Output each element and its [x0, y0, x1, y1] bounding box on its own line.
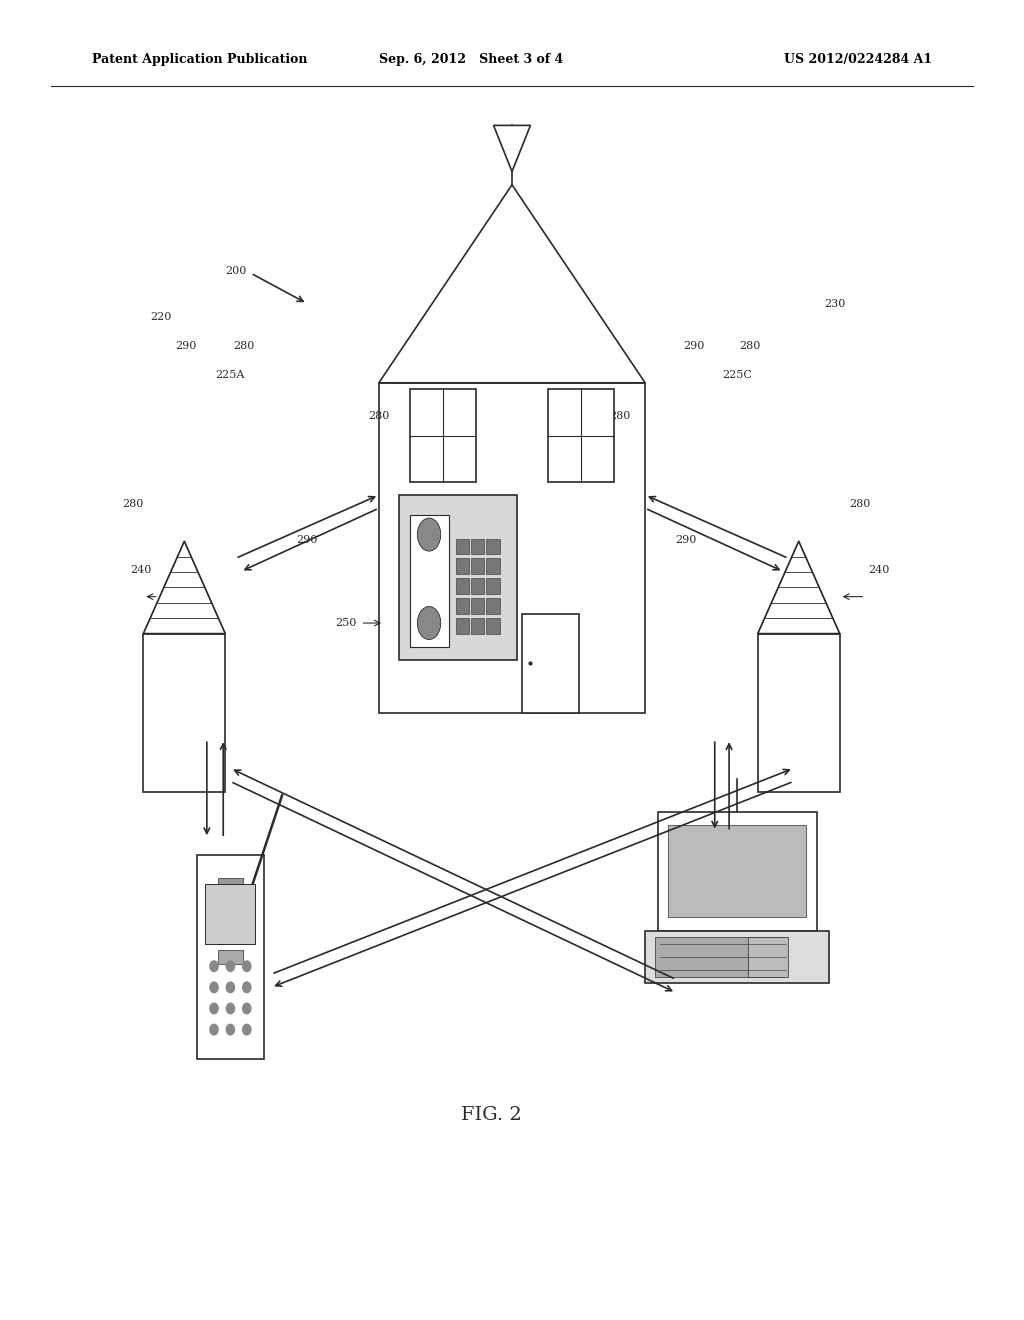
Circle shape: [210, 982, 218, 993]
Bar: [379, 383, 645, 713]
Text: 225A: 225A: [216, 370, 245, 380]
Bar: [471, 558, 484, 574]
Circle shape: [210, 1024, 218, 1035]
Text: 280: 280: [369, 411, 389, 421]
Bar: [522, 614, 579, 713]
Bar: [399, 495, 517, 660]
Bar: [668, 825, 807, 917]
Bar: [486, 618, 500, 634]
Bar: [486, 578, 500, 594]
Bar: [486, 539, 500, 554]
Circle shape: [226, 1024, 234, 1035]
Bar: [456, 558, 469, 574]
Text: 290: 290: [683, 341, 705, 351]
Circle shape: [226, 961, 234, 972]
Circle shape: [243, 982, 251, 993]
Text: 280: 280: [609, 411, 630, 421]
Circle shape: [243, 1024, 251, 1035]
Text: 280: 280: [739, 341, 761, 351]
Text: 250: 250: [335, 618, 356, 628]
Bar: [456, 539, 469, 554]
Bar: [471, 539, 484, 554]
Circle shape: [226, 1003, 234, 1014]
Bar: [645, 931, 829, 983]
Bar: [218, 879, 243, 895]
Circle shape: [243, 961, 251, 972]
Bar: [471, 578, 484, 594]
Text: 280: 280: [850, 499, 870, 510]
Bar: [197, 855, 264, 1059]
Circle shape: [226, 982, 234, 993]
Text: 280: 280: [233, 341, 255, 351]
Text: 280: 280: [123, 499, 143, 510]
Circle shape: [210, 961, 218, 972]
Text: 240: 240: [130, 565, 152, 576]
Circle shape: [243, 1003, 251, 1014]
Text: 200: 200: [225, 265, 247, 276]
Bar: [410, 515, 449, 647]
Text: Sep. 6, 2012   Sheet 3 of 4: Sep. 6, 2012 Sheet 3 of 4: [379, 53, 563, 66]
Bar: [143, 634, 225, 792]
Text: 225B: 225B: [430, 520, 460, 531]
Bar: [218, 950, 243, 964]
Bar: [486, 558, 500, 574]
Polygon shape: [143, 541, 225, 634]
Text: 290: 290: [676, 535, 696, 545]
Text: FIG. 2: FIG. 2: [461, 1106, 522, 1125]
Bar: [655, 937, 784, 977]
Ellipse shape: [418, 607, 440, 639]
Bar: [657, 812, 817, 931]
Polygon shape: [379, 185, 645, 383]
Polygon shape: [494, 125, 530, 172]
Bar: [758, 634, 840, 792]
Text: 290: 290: [568, 428, 589, 438]
Text: 290: 290: [415, 428, 435, 438]
Bar: [548, 389, 614, 482]
Bar: [410, 389, 476, 482]
Polygon shape: [758, 541, 840, 634]
Bar: [456, 618, 469, 634]
Text: 220: 220: [151, 312, 172, 322]
Bar: [456, 598, 469, 614]
Circle shape: [210, 1003, 218, 1014]
Text: 225C: 225C: [722, 370, 753, 380]
Text: 240: 240: [868, 565, 890, 576]
Text: US 2012/0224284 A1: US 2012/0224284 A1: [783, 53, 932, 66]
Text: Patent Application Publication: Patent Application Publication: [92, 53, 307, 66]
Bar: [456, 578, 469, 594]
Bar: [748, 937, 788, 977]
Text: 230: 230: [824, 298, 846, 309]
Bar: [471, 598, 484, 614]
Bar: [471, 618, 484, 634]
Bar: [205, 884, 256, 944]
Ellipse shape: [418, 517, 440, 552]
Text: 290: 290: [175, 341, 197, 351]
Bar: [486, 598, 500, 614]
Text: 290: 290: [297, 535, 317, 545]
